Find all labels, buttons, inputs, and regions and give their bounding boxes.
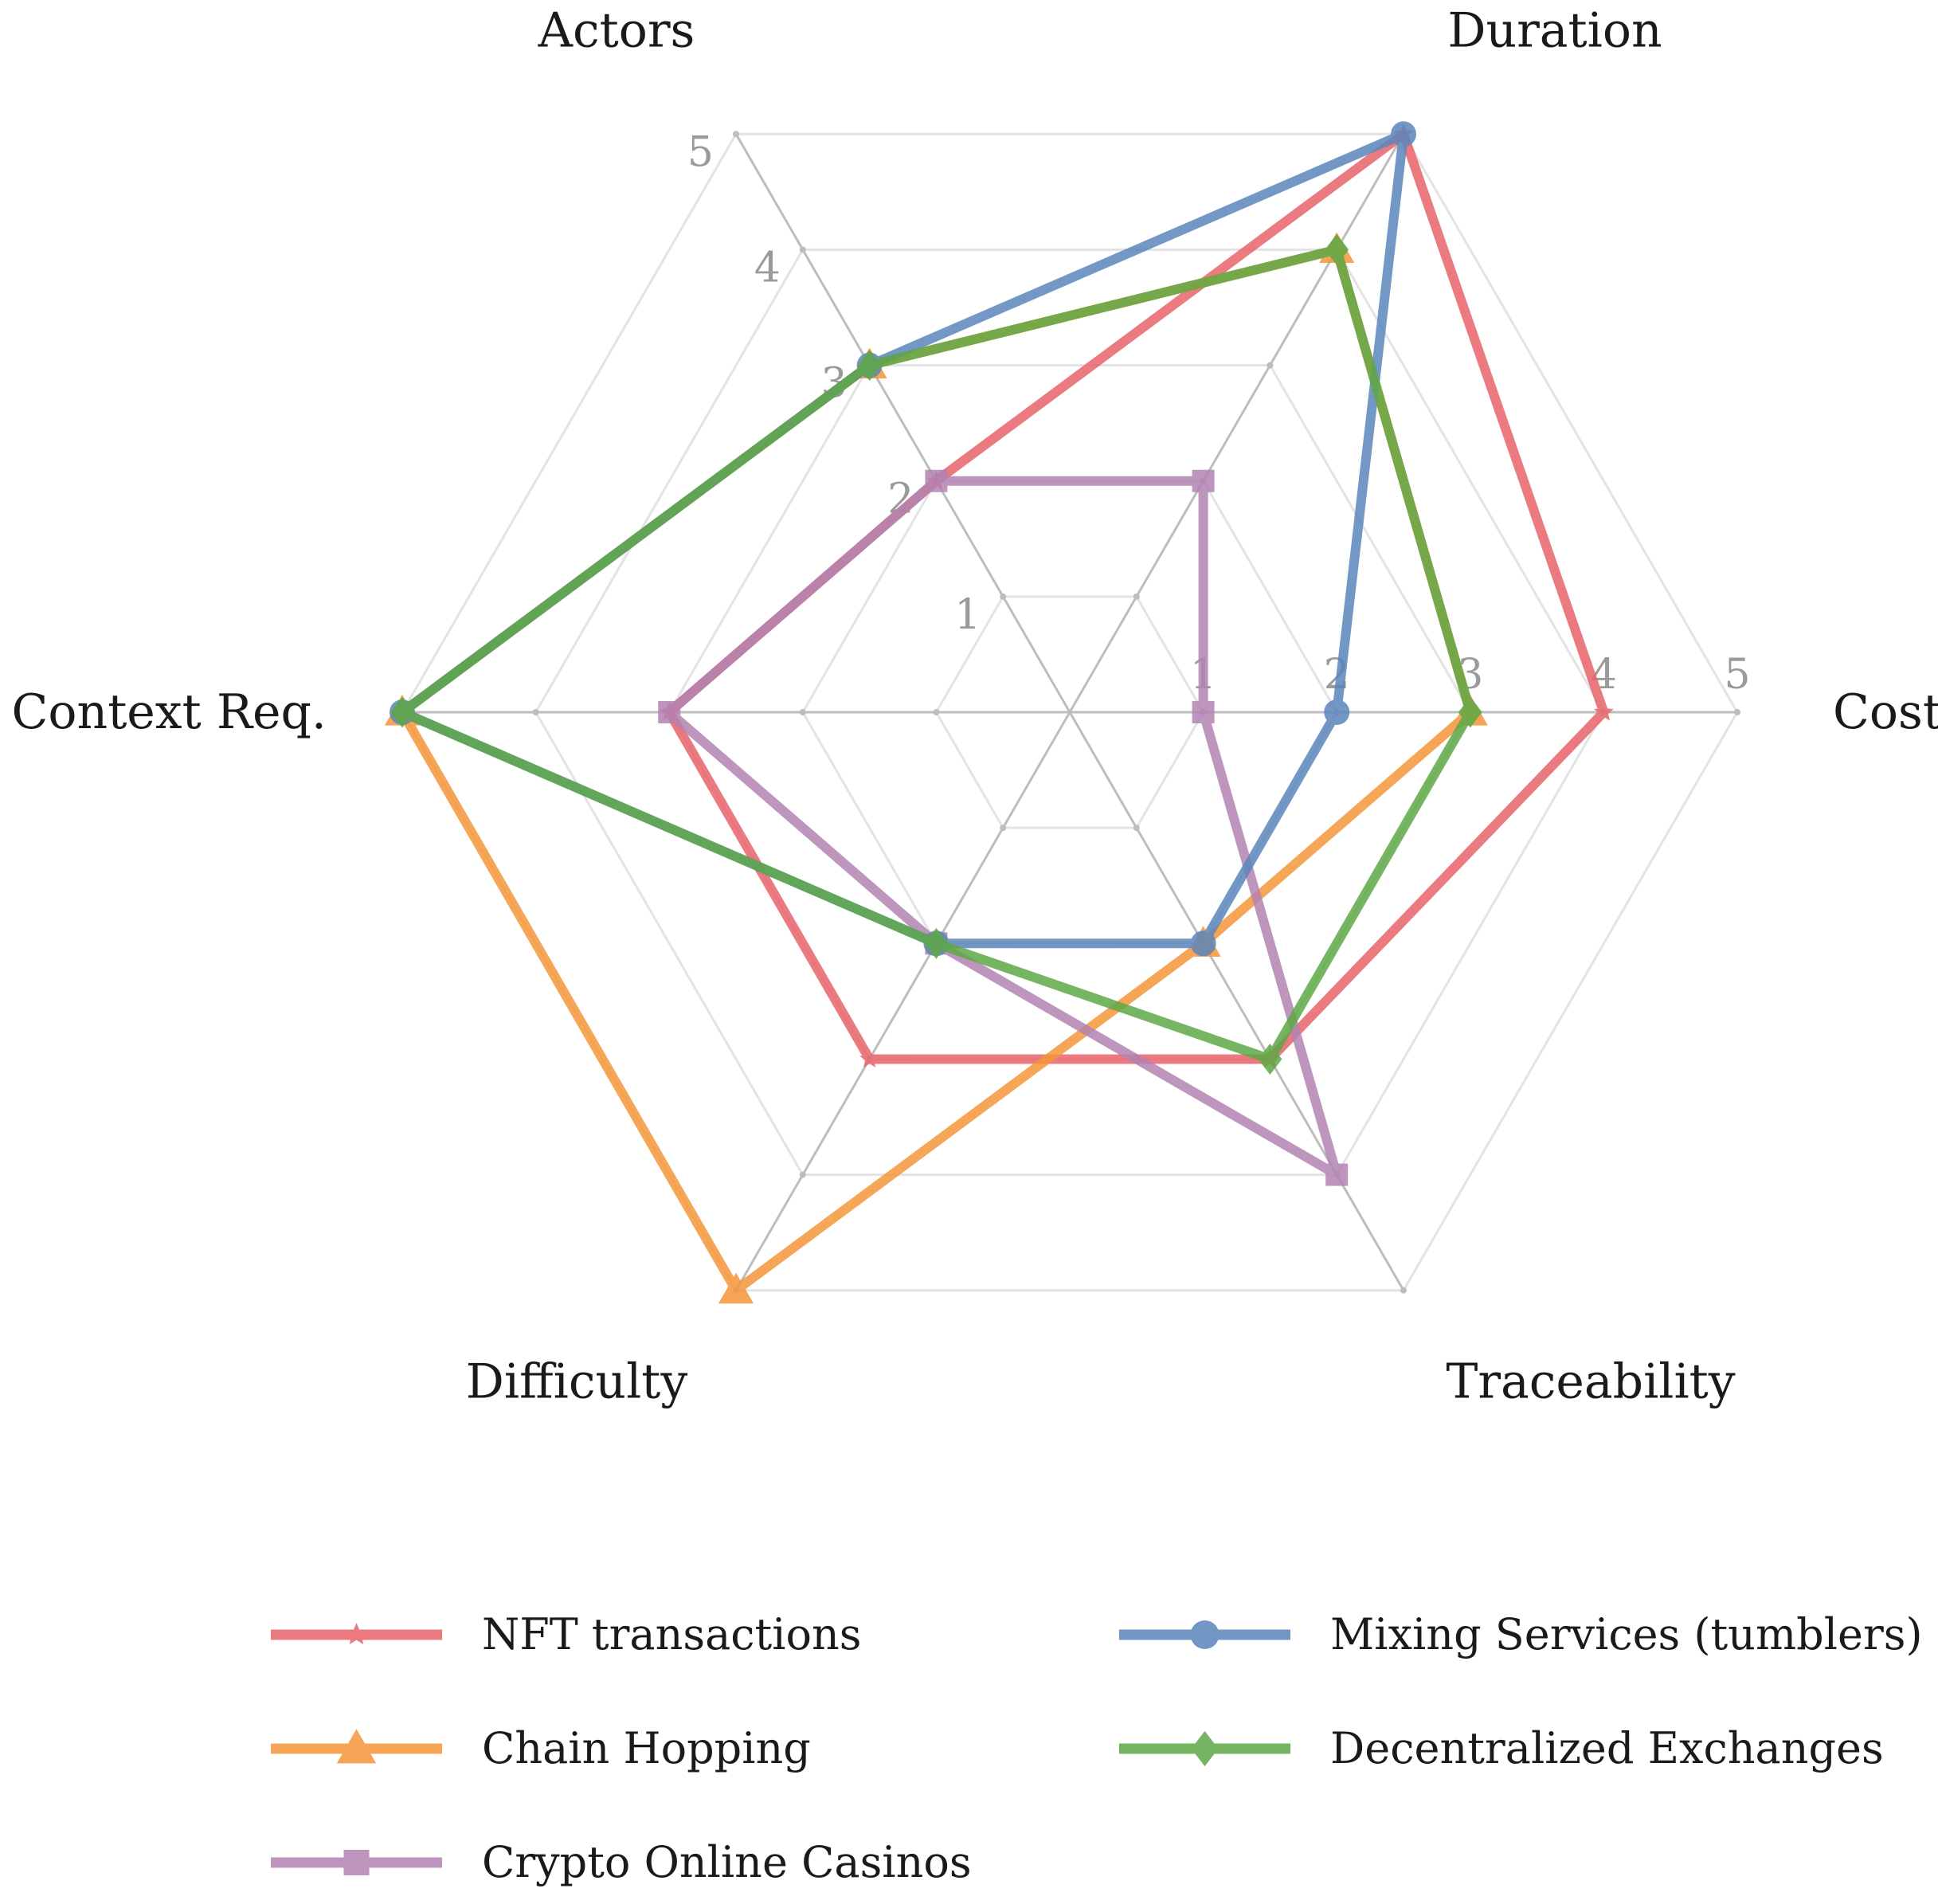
data-point-decentralized-exchanges-difficulty bbox=[924, 927, 949, 959]
data-point-mixing-services-tumblers-duration bbox=[1391, 121, 1416, 147]
legend-marker-chain-hopping bbox=[336, 1729, 377, 1764]
series-decentralized-exchanges bbox=[390, 233, 1482, 1075]
tick-dot bbox=[1133, 593, 1140, 600]
legend-label-crypto-online-casinos: Crypto Online Casinos bbox=[482, 1837, 972, 1887]
data-point-nft-transactions-cost bbox=[1594, 702, 1614, 721]
legend-label-mixing-services-tumblers: Mixing Services (tumblers) bbox=[1330, 1609, 1923, 1659]
data-point-crypto-online-casinos-traceability bbox=[1325, 1163, 1349, 1186]
data-point-crypto-online-casinos-duration bbox=[1192, 469, 1215, 492]
axis-title-context-req: Context Req. bbox=[12, 684, 327, 740]
series-line-chain-hopping bbox=[397, 245, 1475, 1295]
data-point-decentralized-exchanges-duration bbox=[1325, 233, 1349, 265]
tick-dot bbox=[1000, 825, 1007, 832]
data-point-nft-transactions-difficulty bbox=[859, 1048, 879, 1068]
data-point-crypto-online-casinos-cost bbox=[1192, 701, 1215, 723]
legend-label-decentralized-exchanges: Decentralized Exchanges bbox=[1330, 1723, 1884, 1773]
legend-marker-mixing-services-tumblers bbox=[1190, 1620, 1220, 1649]
data-point-chain-hopping-difficulty bbox=[718, 1272, 754, 1304]
legend-label-nft-transactions: NFT transactions bbox=[482, 1609, 862, 1659]
tick-dot bbox=[799, 246, 806, 253]
legend-item-decentralized-exchanges bbox=[1119, 1730, 1290, 1767]
axis-line-difficulty bbox=[734, 711, 1071, 1291]
tick-label-actors-5: 5 bbox=[687, 128, 714, 176]
axis-title-cost: Cost bbox=[1833, 684, 1938, 740]
legend-label-chain-hopping: Chain Hopping bbox=[482, 1723, 811, 1773]
tick-label-actors-1: 1 bbox=[954, 591, 981, 639]
tick-dot bbox=[1400, 1287, 1407, 1294]
legend-marker-nft-transactions bbox=[345, 1623, 368, 1645]
tick-dot bbox=[733, 131, 739, 138]
data-point-crypto-online-casinos-context-req bbox=[658, 701, 681, 723]
tick-dot bbox=[1267, 362, 1274, 369]
tick-label-cost-5: 5 bbox=[1724, 651, 1750, 699]
tick-dot bbox=[532, 709, 539, 715]
tick-dot bbox=[933, 709, 940, 715]
axis-line-duration bbox=[1068, 133, 1405, 713]
legend-marker-decentralized-exchanges bbox=[1191, 1730, 1219, 1767]
axis-line-actors bbox=[734, 133, 1071, 713]
axis-line-traceability bbox=[1068, 711, 1405, 1291]
tick-dot bbox=[1734, 709, 1740, 715]
tick-dot bbox=[1133, 825, 1140, 832]
legend: NFT transactions Chain Hopping Crypto Onli… bbox=[271, 1609, 1923, 1887]
series-chain-hopping bbox=[384, 232, 1488, 1304]
legend-item-nft-transactions bbox=[271, 1623, 442, 1645]
data-point-mixing-services-tumblers-cost bbox=[1324, 699, 1350, 725]
tick-label-actors-4: 4 bbox=[754, 244, 781, 292]
axis-title-traceability: Traceability bbox=[1446, 1354, 1735, 1410]
axis-title-duration: Duration bbox=[1447, 2, 1662, 58]
legend-item-chain-hopping bbox=[271, 1729, 442, 1764]
data-point-crypto-online-casinos-actors bbox=[925, 469, 948, 492]
data-point-decentralized-exchanges-traceability bbox=[1258, 1043, 1282, 1075]
series-layer bbox=[384, 121, 1614, 1304]
data-point-mixing-services-tumblers-traceability bbox=[1190, 930, 1216, 957]
legend-item-mixing-services-tumblers bbox=[1119, 1620, 1290, 1649]
legend-item-crypto-online-casinos bbox=[271, 1850, 442, 1875]
axis-title-difficulty: Difficulty bbox=[466, 1354, 688, 1410]
data-point-decentralized-exchanges-context-req bbox=[390, 696, 414, 728]
data-point-decentralized-exchanges-actors bbox=[857, 350, 882, 382]
axis-title-actors: Actors bbox=[538, 2, 695, 58]
tick-dot bbox=[1000, 593, 1007, 600]
tick-dot bbox=[799, 709, 806, 715]
legend-marker-crypto-online-casinos bbox=[343, 1850, 370, 1875]
axis-titles: Duration Cost Traceability Difficulty Contex… bbox=[12, 2, 1938, 1409]
data-point-decentralized-exchanges-cost bbox=[1458, 696, 1482, 728]
radar-grid bbox=[399, 131, 1740, 1294]
tick-dot bbox=[799, 1171, 806, 1178]
